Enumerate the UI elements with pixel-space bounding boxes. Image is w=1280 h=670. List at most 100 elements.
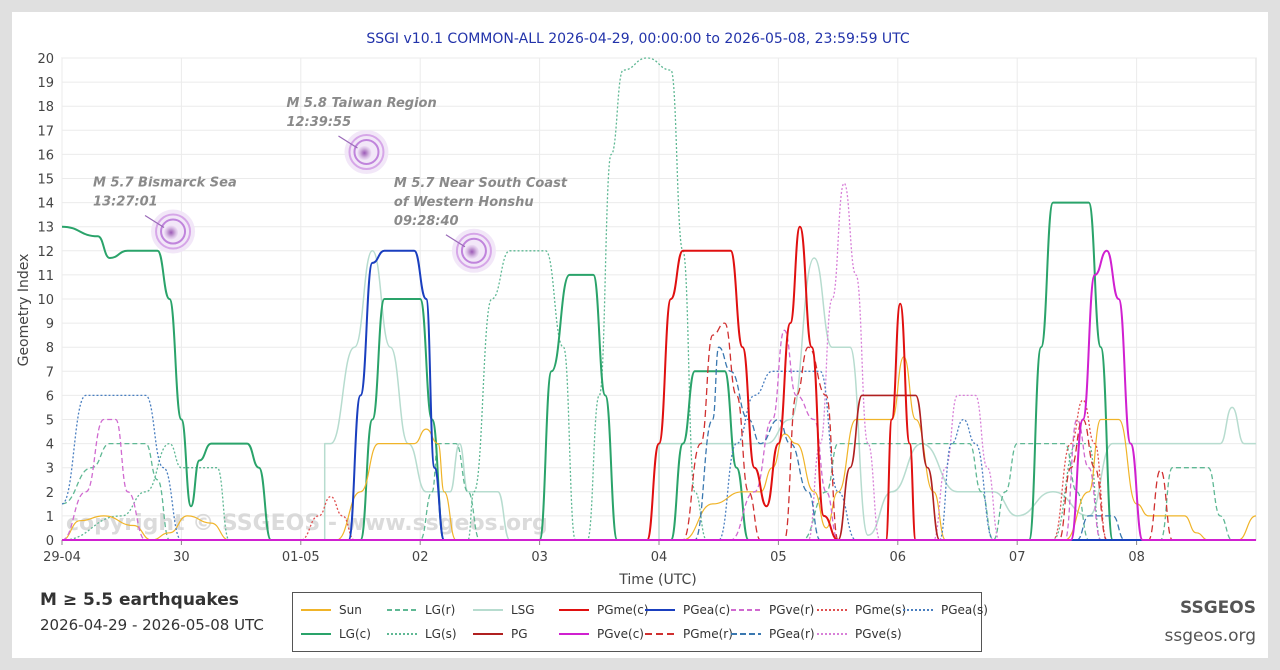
footer-info: M ≥ 5.5 earthquakes 2026-04-29 - 2026-05… — [40, 590, 264, 634]
legend-label: PGme(c) — [597, 603, 649, 617]
legend-swatch — [473, 609, 503, 611]
legend-label: LG(r) — [425, 603, 456, 617]
brand-block: SSGEOS ssgeos.org — [1164, 598, 1256, 646]
quake-label: M 5.7 Near South Coast — [394, 176, 568, 191]
watermark: copyright © SSGEOS - www.ssgeos.org — [66, 511, 548, 536]
brand-name: SSGEOS — [1180, 598, 1256, 618]
y-tick-label: 10 — [37, 293, 54, 308]
quake-ring — [348, 133, 385, 170]
legend-swatch — [301, 609, 331, 611]
legend-label: PGve(r) — [769, 603, 815, 617]
quake-ring — [160, 218, 187, 245]
y-tick-label: 7 — [46, 365, 54, 380]
earthquake-marker: M 5.7 Near South Coast of Western Honshu 0… — [394, 176, 568, 273]
y-tick-label: 0 — [46, 534, 54, 549]
legend-swatch — [645, 633, 675, 635]
legend-swatch — [473, 633, 503, 635]
legend-swatch — [817, 633, 847, 635]
quake-label: M 5.8 Taiwan Region — [286, 96, 436, 111]
legend-label: PGme(s) — [855, 603, 907, 617]
legend-swatch — [387, 633, 417, 635]
legend-swatch — [387, 609, 417, 611]
y-tick-label: 15 — [37, 173, 54, 188]
y-tick-label: 19 — [37, 76, 54, 91]
y-tick-label: 13 — [37, 221, 54, 236]
quake-core — [464, 244, 479, 259]
legend-swatch — [559, 609, 589, 611]
legend-label: PGea(r) — [769, 627, 815, 641]
quake-pointer — [338, 135, 358, 149]
series-line-sun — [61, 356, 1257, 541]
chart-legend: Sun LG(r) LSG PGme(c) PGea(c) PGve(r) PGme(s) P… — [292, 592, 988, 652]
series-line-pgve-s — [62, 182, 1256, 541]
legend-label: PGea(c) — [683, 603, 731, 617]
quake-label: of Western Honshu — [394, 195, 534, 210]
series-line-lg-c — [61, 201, 1256, 542]
y-tick-label: 18 — [37, 100, 54, 115]
legend-label: PGve(s) — [855, 627, 902, 641]
y-tick-label: 9 — [46, 317, 54, 332]
quake-ring — [155, 213, 192, 250]
y-tick-label: 3 — [46, 462, 54, 477]
y-axis-label: Geometry Index — [16, 254, 32, 367]
series-line-pgme-c — [62, 225, 1256, 542]
x-tick-label: 06 — [890, 550, 907, 565]
quake-label: 12:39:55 — [286, 115, 351, 130]
legend-swatch — [731, 633, 761, 635]
legend-label: LG(c) — [339, 627, 371, 641]
legend-label: Sun — [339, 603, 362, 617]
y-tick-label: 14 — [37, 197, 54, 212]
legend-swatch — [817, 609, 847, 611]
chart-frame: SSGI v10.1 COMMON-ALL 2026-04-29, 00:00:… — [12, 12, 1268, 658]
legend-label: PGea(s) — [941, 603, 988, 617]
footer-title: M ≥ 5.5 earthquakes — [40, 590, 239, 610]
series-line-pgve-r — [61, 329, 1256, 541]
legend-swatch — [731, 609, 761, 611]
series-line-pgme-r — [62, 322, 1256, 541]
chart-canvas: SSGI v10.1 COMMON-ALL 2026-04-29, 00:00:… — [16, 31, 1257, 588]
series-line-lsg — [62, 250, 1256, 541]
x-axis-label: Time (UTC) — [618, 572, 696, 588]
brand-url[interactable]: ssgeos.org — [1164, 626, 1256, 646]
grid-lines — [61, 57, 1257, 545]
x-tick-label: 02 — [412, 550, 429, 565]
quake-ring — [353, 138, 380, 165]
legend-swatch — [301, 633, 331, 635]
legend-swatch — [903, 609, 933, 611]
x-tick-label: 05 — [770, 550, 787, 565]
legend-swatch — [559, 633, 589, 635]
series-line-pgea-s — [61, 370, 1256, 541]
earthquake-marker: M 5.8 Taiwan Region 12:39:55 — [286, 96, 437, 174]
y-tick-label: 1 — [46, 510, 54, 525]
quake-pointer — [144, 215, 165, 229]
y-tick-label: 16 — [37, 148, 54, 163]
y-tick-label: 8 — [46, 341, 54, 356]
y-tick-label: 17 — [37, 124, 54, 139]
y-tick-label: 12 — [37, 245, 54, 260]
footer-date-range: 2026-04-29 - 2026-05-08 UTC — [40, 616, 264, 634]
y-tick-label: 20 — [37, 52, 54, 67]
quake-label: 09:28:40 — [394, 214, 459, 229]
legend-label: PGme(r) — [683, 627, 733, 641]
y-tick-label: 2 — [46, 486, 54, 501]
x-tick-label: 08 — [1128, 550, 1145, 565]
y-tick-label: 5 — [46, 414, 54, 429]
quake-core — [357, 145, 372, 160]
legend-label: PG — [511, 627, 528, 641]
legend-label: LG(s) — [425, 627, 457, 641]
x-tick-label: 07 — [1009, 550, 1026, 565]
x-tick-label: 29-04 — [43, 550, 81, 565]
x-tick-label: 04 — [651, 550, 668, 565]
quake-ring — [460, 237, 487, 264]
x-tick-label: 01-05 — [282, 550, 320, 565]
legend-label: LSG — [511, 603, 535, 617]
series-line-pgve-c — [62, 249, 1256, 541]
legend-swatch — [645, 609, 675, 611]
chart-title: SSGI v10.1 COMMON-ALL 2026-04-29, 00:00:… — [366, 31, 910, 47]
quake-label: 13:27:01 — [93, 195, 158, 210]
series-lines — [61, 57, 1257, 542]
earthquake-marker: M 5.7 Bismarck Sea 13:27:01 — [93, 176, 237, 254]
earthquake-annotations: M 5.7 Bismarck Sea 13:27:01 M 5.8 Taiwan R… — [93, 96, 568, 273]
quake-label: M 5.7 Bismarck Sea — [93, 176, 237, 191]
